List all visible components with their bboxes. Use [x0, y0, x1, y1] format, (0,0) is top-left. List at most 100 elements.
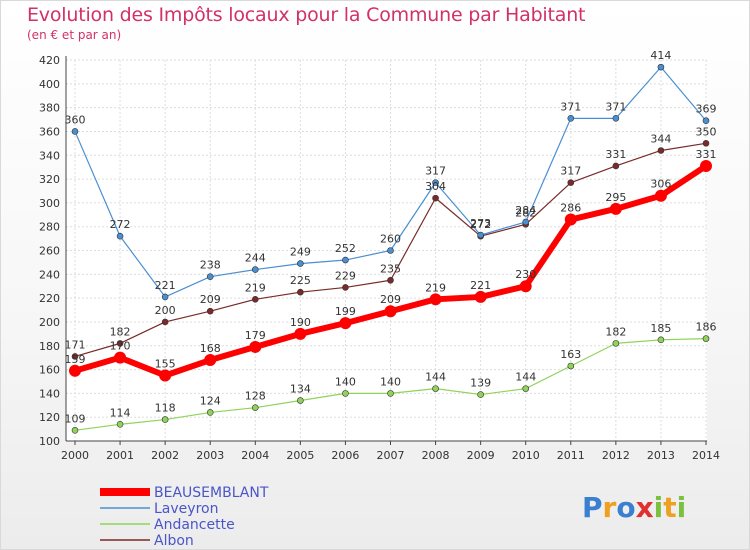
- data-point: [69, 364, 81, 377]
- data-label: 282: [515, 206, 536, 219]
- data-label: 360: [65, 113, 86, 126]
- y-tick-label: 120: [39, 411, 60, 424]
- data-point: [519, 280, 532, 293]
- data-label: 260: [380, 233, 401, 246]
- data-point: [702, 335, 710, 342]
- proxiti-logo: Proxiti: [582, 491, 686, 524]
- data-point: [657, 336, 665, 344]
- data-label: 350: [696, 125, 717, 138]
- data-label: 219: [245, 281, 266, 294]
- data-point: [161, 293, 169, 301]
- data-point: [114, 351, 127, 364]
- data-label: 179: [245, 329, 266, 342]
- data-point: [251, 266, 259, 273]
- data-point: [522, 218, 530, 226]
- data-label: 140: [380, 375, 401, 388]
- data-label: 155: [155, 358, 176, 371]
- y-tick-label: 160: [39, 364, 60, 377]
- y-tick-label: 200: [39, 316, 60, 329]
- data-point: [116, 232, 124, 240]
- data-point: [609, 202, 622, 215]
- y-tick-label: 260: [39, 245, 60, 258]
- data-point: [387, 390, 394, 397]
- data-point: [654, 189, 667, 202]
- data-point: [564, 213, 577, 226]
- data-point: [432, 179, 439, 186]
- data-point: [612, 162, 620, 170]
- y-tick-label: 280: [39, 221, 60, 234]
- legend-label: Albon: [154, 533, 194, 549]
- data-label: 249: [290, 246, 311, 259]
- data-point: [474, 290, 487, 303]
- x-tick-label: 2001: [106, 449, 134, 462]
- data-point: [567, 115, 575, 122]
- x-tick-label: 2006: [331, 449, 359, 462]
- y-tick-label: 240: [39, 268, 60, 281]
- data-point: [702, 117, 710, 125]
- data-label: 185: [650, 322, 671, 335]
- data-point: [567, 362, 575, 370]
- y-tick-label: 360: [39, 125, 60, 138]
- data-label: 140: [335, 375, 356, 388]
- data-label: 209: [200, 293, 221, 306]
- data-label: 344: [650, 132, 671, 145]
- data-label: 221: [155, 279, 176, 292]
- y-tick-label: 300: [39, 197, 60, 210]
- data-label: 295: [605, 191, 626, 204]
- x-tick-label: 2012: [602, 449, 630, 462]
- data-point: [116, 421, 124, 428]
- data-label: 144: [425, 371, 446, 384]
- data-point: [567, 179, 575, 186]
- data-point: [429, 293, 442, 306]
- x-tick-label: 2002: [151, 449, 179, 462]
- data-point: [612, 115, 620, 122]
- data-point: [251, 296, 259, 303]
- data-label: 306: [650, 178, 671, 191]
- data-point: [342, 390, 349, 397]
- data-label: 331: [605, 148, 626, 161]
- data-point: [297, 288, 304, 296]
- data-point: [657, 147, 665, 154]
- data-point: [206, 307, 214, 315]
- data-label: 171: [65, 338, 86, 351]
- data-label: 272: [110, 218, 131, 231]
- data-label: 190: [290, 316, 311, 329]
- data-point: [251, 404, 259, 411]
- data-label: 134: [290, 383, 311, 396]
- data-label: 225: [290, 274, 311, 287]
- x-tick-label: 2011: [557, 449, 585, 462]
- data-label: 124: [200, 394, 221, 407]
- data-label: 304: [425, 180, 446, 193]
- y-tick-label: 180: [39, 340, 60, 353]
- chart-title: Evolution des Impôts locaux pour la Comm…: [27, 4, 586, 26]
- data-point: [204, 354, 217, 367]
- data-point: [612, 340, 620, 347]
- data-point: [297, 260, 304, 267]
- data-label: 139: [470, 377, 491, 390]
- data-label: 273: [470, 217, 491, 230]
- data-point: [387, 247, 394, 254]
- data-label: 286: [560, 202, 581, 215]
- data-point: [71, 128, 79, 135]
- data-label: 182: [110, 325, 131, 338]
- data-label: 371: [605, 100, 626, 113]
- y-tick-label: 100: [39, 435, 60, 448]
- data-label: 128: [245, 390, 266, 403]
- data-label: 252: [335, 242, 356, 255]
- y-tick-label: 340: [39, 149, 60, 162]
- data-point: [71, 426, 79, 434]
- data-point: [71, 353, 79, 360]
- data-label: 209: [380, 293, 401, 306]
- data-point: [161, 318, 169, 326]
- data-label: 200: [155, 304, 176, 317]
- data-point: [294, 327, 307, 340]
- data-point: [702, 140, 710, 147]
- x-tick-label: 2014: [692, 449, 720, 462]
- data-point: [432, 385, 439, 392]
- y-tick-label: 420: [39, 54, 60, 67]
- chart-subtitle: (en € et par an): [27, 28, 122, 42]
- data-point: [159, 369, 172, 382]
- data-label: 414: [650, 49, 671, 62]
- data-point: [116, 340, 124, 347]
